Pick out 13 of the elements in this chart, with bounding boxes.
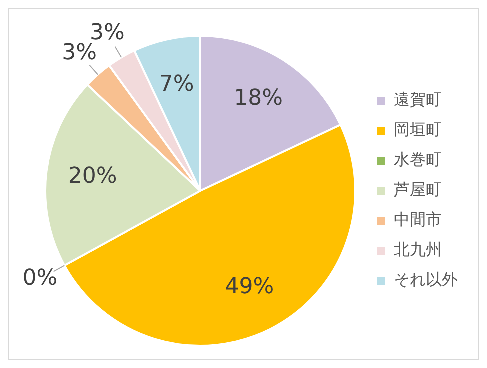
legend-label: 岡垣町 [394,120,442,140]
legend-label: 水巻町 [394,150,442,170]
data-label: 7% [159,72,194,97]
legend-label: 北九州 [394,240,442,260]
text: 0% [22,266,58,291]
legend-label: 中間市 [394,210,442,230]
data-label: 3% [62,40,97,66]
legend-label: 遠賀町 [394,90,442,110]
data-label: 49% [225,274,274,300]
data-label: 18% [234,86,284,112]
data-label: 20% [68,164,118,190]
legend-label: それ以外 [394,270,458,290]
legend-label: 芦屋町 [394,180,442,200]
